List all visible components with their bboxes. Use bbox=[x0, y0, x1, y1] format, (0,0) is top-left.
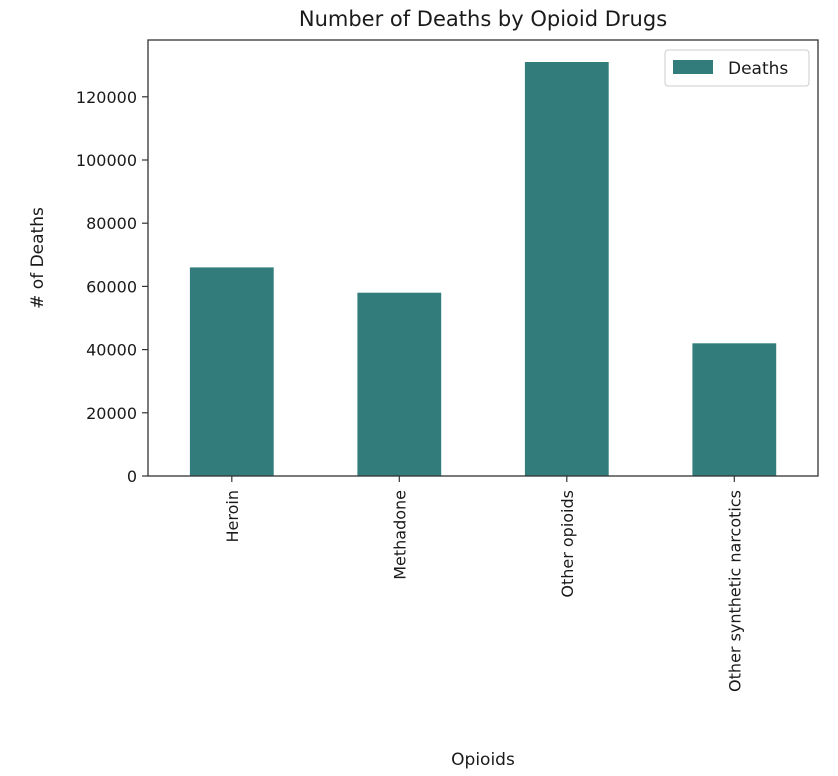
x-axis-title: Opioids bbox=[451, 750, 515, 770]
legend-box bbox=[664, 49, 810, 87]
chart-title: Number of Deaths by Opioid Drugs bbox=[299, 7, 667, 31]
bar-methadone bbox=[357, 292, 442, 476]
bar-other-opioids bbox=[524, 62, 609, 476]
y-axis: 0 20000 40000 60000 80000 100000 120000 bbox=[76, 88, 148, 486]
legend-swatch bbox=[673, 60, 713, 74]
y-tick-label: 80000 bbox=[86, 214, 137, 233]
bars-group bbox=[189, 62, 777, 476]
y-tick-label: 120000 bbox=[76, 88, 137, 107]
x-tick-label: Heroin bbox=[223, 490, 242, 542]
x-tick-label: Other synthetic narcotics bbox=[725, 490, 744, 692]
y-tick-label: 20000 bbox=[86, 404, 137, 423]
legend-label: Deaths bbox=[728, 59, 788, 79]
bar-other-synthetic-narcotics bbox=[692, 343, 777, 476]
y-tick-label: 0 bbox=[127, 467, 137, 486]
x-tick-label: Other opioids bbox=[558, 490, 577, 598]
bar-heroin bbox=[189, 267, 274, 476]
plot-frame bbox=[147, 39, 819, 477]
x-tick-label: Methadone bbox=[390, 490, 409, 580]
legend: Deaths bbox=[664, 49, 810, 87]
y-tick-label: 60000 bbox=[86, 277, 137, 296]
x-axis: Heroin Methadone Other opioids Other synthe… bbox=[223, 476, 744, 692]
y-tick-label: 40000 bbox=[86, 341, 137, 360]
y-tick-label: 100000 bbox=[76, 151, 137, 170]
y-axis-title: # of Deaths bbox=[28, 207, 48, 309]
